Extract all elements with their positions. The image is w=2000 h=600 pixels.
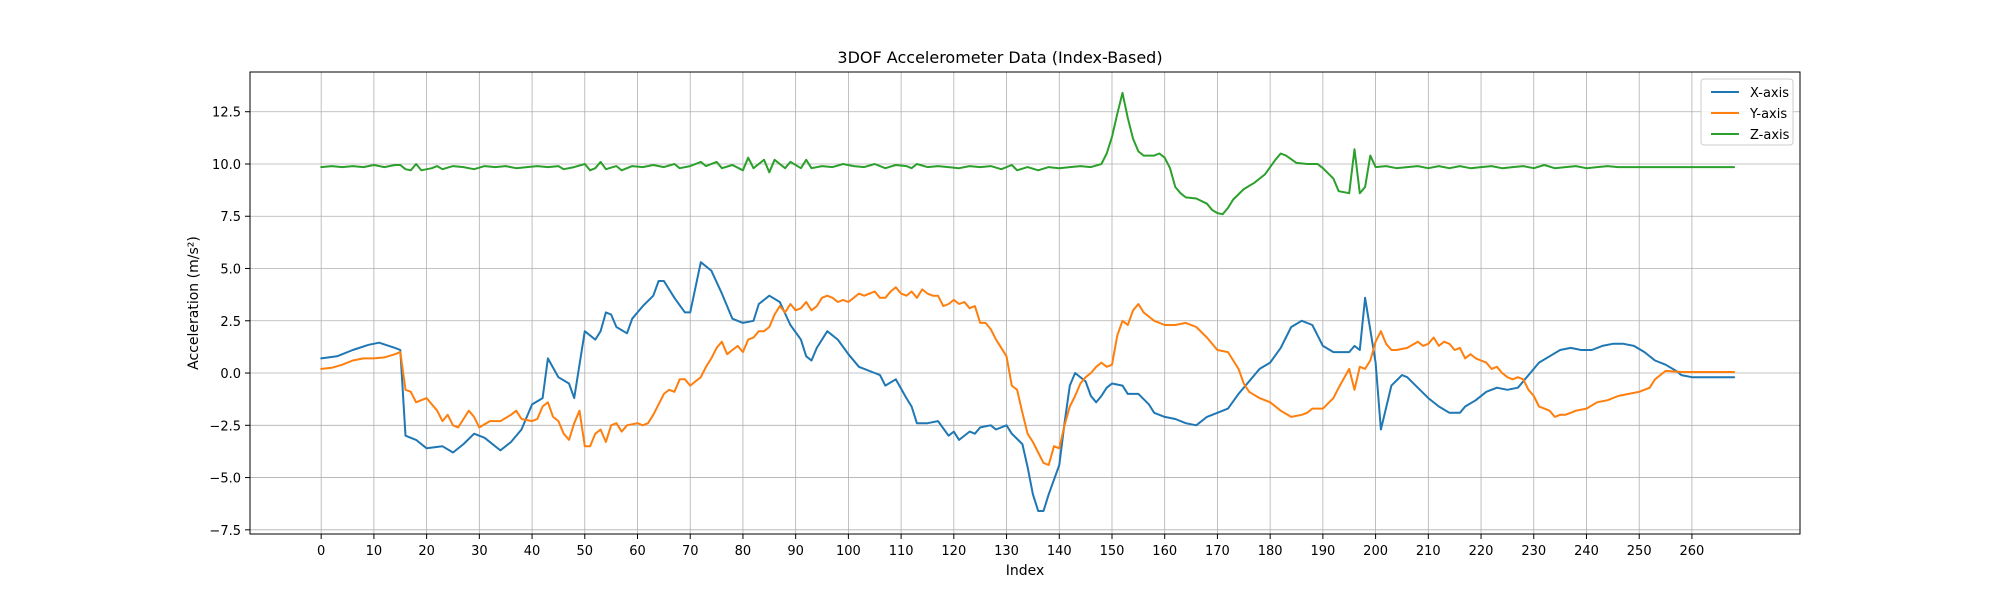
x-tick-label: 140: [1047, 544, 1072, 559]
x-tick-label: 40: [524, 544, 541, 559]
x-tick-label: 220: [1469, 544, 1494, 559]
x-tick-label: 260: [1680, 544, 1705, 559]
x-ticks: 0 10 20 30 40 50 60 70 80 90 100 110 120 130 140 150 160…: [317, 534, 1704, 559]
x-tick-label: 210: [1416, 544, 1441, 559]
y-ticks: −7.5 −5.0 −2.5 0.0 2.5 5.0 7.5 10.0 12.5: [209, 106, 250, 539]
legend-label: Z-axis: [1750, 128, 1790, 143]
series-line-x-axis: [320, 261, 1736, 512]
legend: X-axis Y-axis Z-axis: [1700, 78, 1794, 146]
x-tick-label: 30: [471, 544, 488, 559]
x-tick-label: 190: [1310, 544, 1335, 559]
x-tick-label: 130: [994, 544, 1019, 559]
y-tick-label: 7.5: [220, 210, 241, 225]
x-tick-label: 90: [787, 544, 804, 559]
legend-label: X-axis: [1750, 86, 1789, 101]
x-tick-label: 170: [1205, 544, 1230, 559]
x-tick-label: 200: [1363, 544, 1388, 559]
chart-title: 3DOF Accelerometer Data (Index-Based): [837, 48, 1162, 67]
x-tick-label: 150: [1100, 544, 1125, 559]
y-tick-label: 12.5: [212, 106, 241, 121]
x-tick-label: 110: [889, 544, 914, 559]
x-axis-label: Index: [1006, 563, 1045, 579]
x-tick-label: 60: [629, 544, 646, 559]
y-tick-label: 2.5: [220, 315, 241, 330]
x-tick-label: 250: [1627, 544, 1652, 559]
x-tick-label: 180: [1258, 544, 1283, 559]
y-tick-label: 5.0: [220, 263, 241, 278]
series-line-z-axis: [320, 91, 1736, 216]
x-tick-label: 100: [836, 544, 861, 559]
x-tick-label: 230: [1521, 544, 1546, 559]
y-tick-label: 10.0: [212, 158, 241, 173]
y-tick-label: 0.0: [220, 367, 241, 382]
legend-label: Y-axis: [1749, 107, 1787, 122]
y-axis-label: Acceleration (m/s²): [186, 236, 202, 370]
x-tick-label: 50: [577, 544, 594, 559]
legend-box: [1700, 78, 1794, 146]
x-tick-label: 240: [1574, 544, 1599, 559]
y-tick-label: −5.0: [209, 472, 241, 487]
x-tick-label: 160: [1152, 544, 1177, 559]
y-tick-label: −7.5: [209, 524, 241, 539]
series-layer: [320, 91, 1736, 512]
x-tick-label: 0: [317, 544, 325, 559]
x-tick-label: 20: [418, 544, 435, 559]
x-tick-label: 120: [941, 544, 966, 559]
x-tick-label: 70: [682, 544, 699, 559]
grid-lines: [250, 72, 1800, 534]
y-tick-label: −2.5: [209, 419, 241, 434]
series-line-y-axis: [320, 286, 1736, 466]
plot-frame: [249, 71, 1801, 535]
x-tick-label: 10: [366, 544, 383, 559]
x-tick-label: 80: [735, 544, 752, 559]
